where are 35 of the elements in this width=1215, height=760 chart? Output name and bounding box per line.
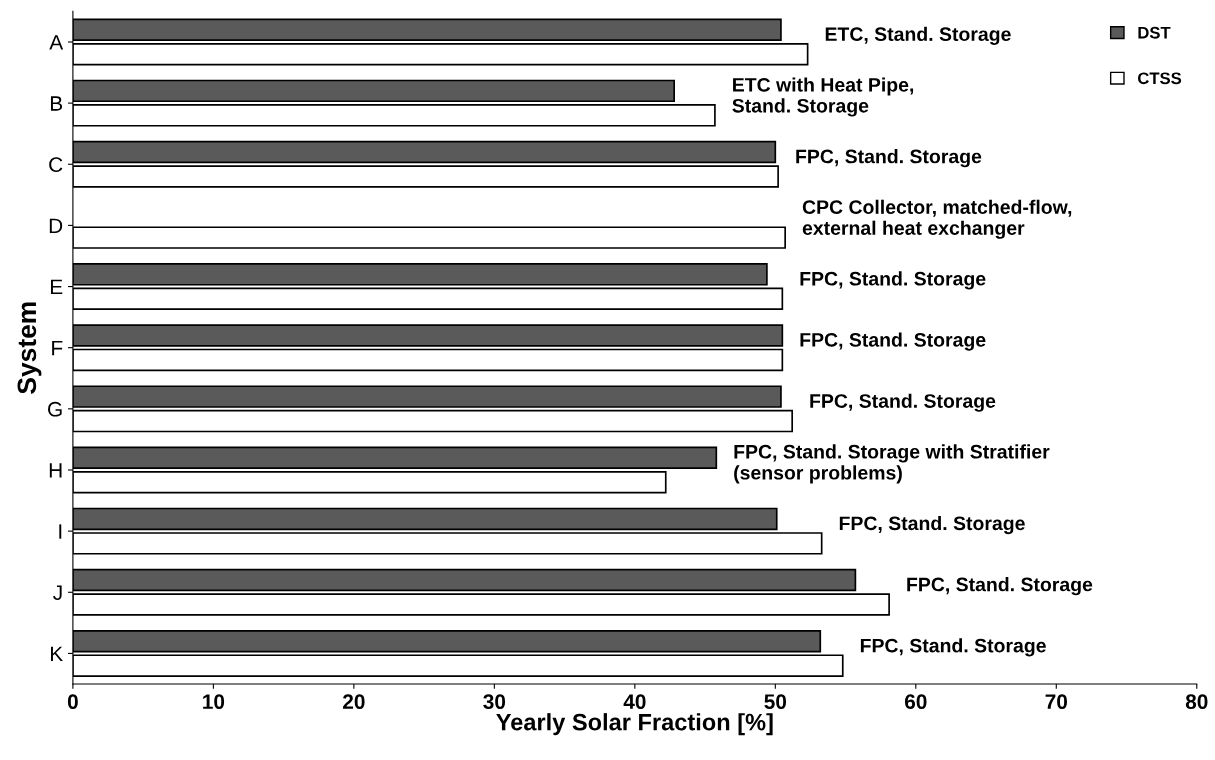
y-tick-label: I (59, 524, 62, 539)
x-tick-label: 20 (343, 694, 365, 710)
annotation: ETC, Stand. Storage (825, 26, 1011, 45)
annotation: FPC, Stand. Storage (907, 577, 1093, 596)
x-tick-label: 70 (1045, 694, 1068, 710)
x-axis-title: Yearly Solar Fraction [%] (496, 713, 773, 736)
annotation: ETC with Heat Pipe, Stand. Storage (732, 77, 914, 117)
annotation: FPC, Stand. Storage (800, 332, 986, 351)
y-tick-label: D (49, 218, 63, 233)
x-tick-label: 30 (483, 694, 506, 710)
annotation: FPC, Stand. Storage (810, 393, 996, 412)
y-tick-label: F (52, 340, 63, 356)
y-tick-label: B (50, 96, 63, 111)
annotation: FPC, Stand. Storage with Stratifier (sensor problems) (734, 444, 1050, 484)
legend-label: DST (1138, 26, 1171, 39)
x-tick-label: 0 (67, 694, 78, 710)
y-tick-label: E (50, 279, 63, 295)
annotation: FPC, Stand. Storage (839, 515, 1025, 535)
x-tick-label: 40 (623, 694, 646, 710)
annotation: FPC, Stand. Storage (796, 149, 982, 168)
y-axis-title: System (17, 302, 42, 394)
y-tick-label: H (49, 463, 62, 478)
x-tick-label: 50 (764, 694, 787, 710)
x-tick-label: 60 (904, 694, 927, 710)
legend-label: CTSS (1138, 72, 1182, 85)
annotation: FPC, Stand. Storage (800, 271, 986, 290)
y-tick-label: J (53, 585, 62, 601)
y-tick-label: C (49, 157, 63, 173)
y-tick-label: K (50, 646, 63, 661)
y-tick-label: G (48, 401, 62, 417)
annotation: FPC, Stand. Storage (860, 638, 1046, 657)
annotation: CPC Collector, matched-flow, external heat exchanger (802, 199, 1072, 239)
y-tick-label: A (49, 35, 64, 50)
x-tick-label: 10 (203, 694, 225, 710)
x-tick-label: 80 (1185, 694, 1208, 710)
